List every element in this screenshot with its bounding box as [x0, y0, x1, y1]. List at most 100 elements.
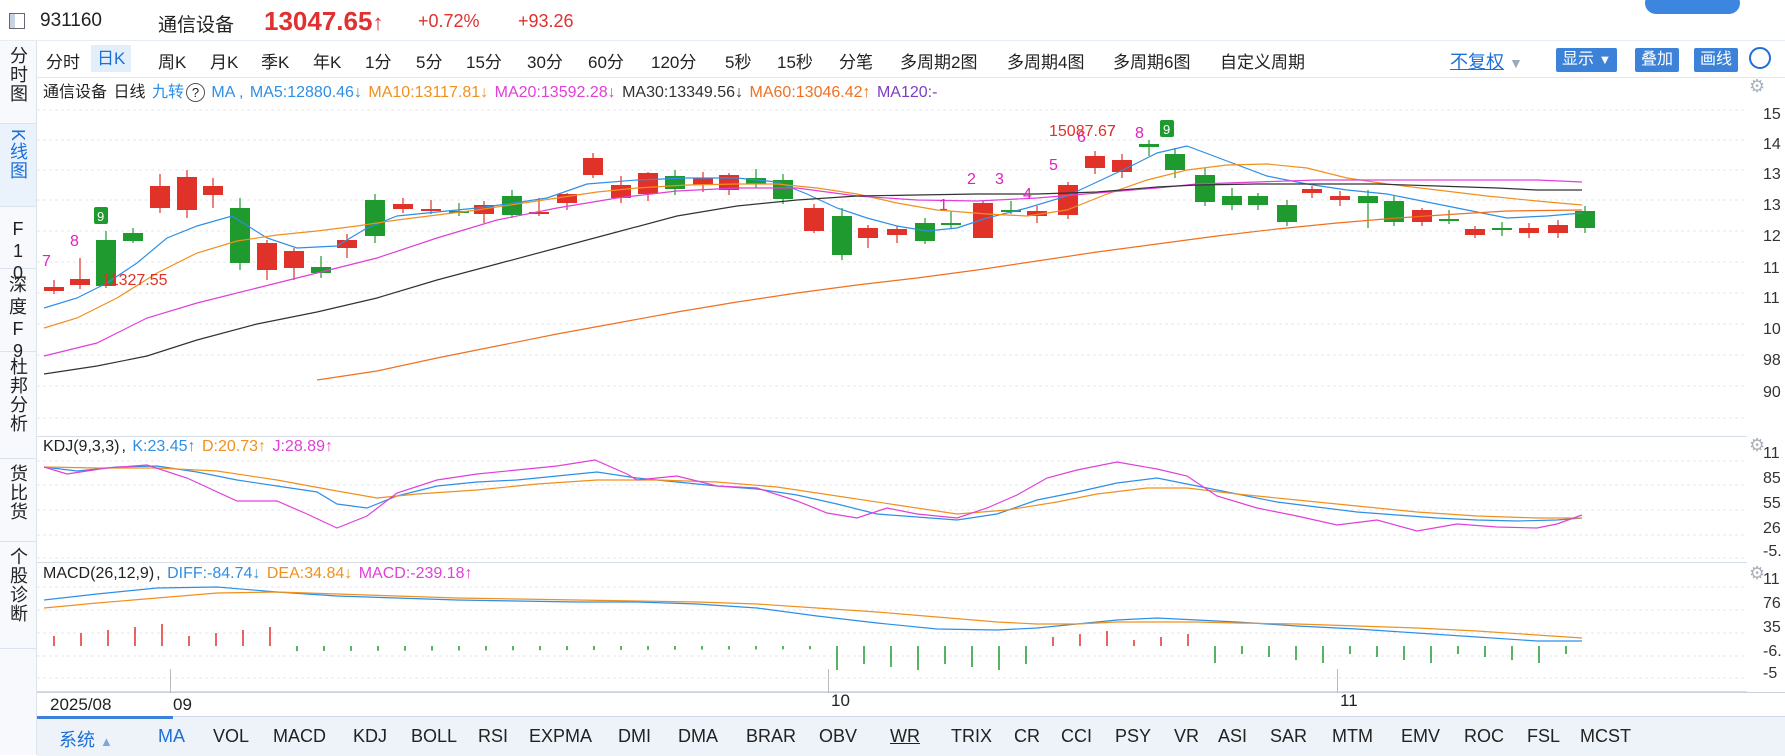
indicator-dmi[interactable]: DMI: [618, 726, 651, 746]
indicator-dma[interactable]: DMA: [678, 726, 718, 746]
period-quarter[interactable]: 季K: [261, 53, 290, 72]
system-menu[interactable]: 系统 ▲: [59, 726, 113, 752]
indicator-sar[interactable]: SAR: [1270, 726, 1308, 746]
ma30-line: [43, 183, 1582, 375]
indicator-vol[interactable]: VOL: [213, 726, 250, 746]
date-tick: [828, 669, 829, 693]
indicator-obv[interactable]: OBV: [819, 726, 858, 746]
macd-chart[interactable]: [37, 584, 1747, 690]
period-day[interactable]: 日K: [91, 45, 132, 72]
period-30min[interactable]: 30分: [527, 53, 563, 72]
candle-body: [1302, 189, 1322, 193]
change-percent: +0.72%: [418, 11, 480, 31]
td-count-label: 5: [1049, 157, 1058, 174]
indicator-psy[interactable]: PSY: [1115, 726, 1152, 746]
indicator-fsl[interactable]: FSL: [1527, 726, 1561, 746]
period-week[interactable]: 周K: [158, 53, 187, 72]
top-right-pill-button[interactable]: [1645, 0, 1740, 14]
indicator-wr[interactable]: WR: [890, 726, 920, 746]
indicator-roc[interactable]: ROC: [1464, 726, 1504, 746]
axis-label: 55: [1763, 495, 1781, 512]
candle-body: [44, 287, 64, 291]
period-year[interactable]: 年K: [313, 53, 342, 72]
period-custom[interactable]: 自定义周期: [1220, 53, 1305, 72]
axis-label: 76: [1763, 595, 1781, 612]
axis-label: -5.: [1763, 543, 1782, 560]
kline-chart[interactable]: 7 8 9 1 2 3 45 6 7 8 9 15087.67 11327.55: [37, 98, 1747, 434]
period-fenshi[interactable]: 分时: [46, 53, 80, 72]
help-icon[interactable]: ?: [185, 83, 205, 102]
tab-depth-f9[interactable]: 深度F9: [0, 269, 36, 361]
td-count-label: 9: [1163, 122, 1170, 137]
indicator-expma[interactable]: EXPMA: [529, 726, 593, 746]
axis-label: 14: [1763, 136, 1781, 153]
gear-icon[interactable]: ⚙: [1749, 76, 1766, 96]
legend-jiuzhuan[interactable]: 九转: [151, 84, 184, 101]
indicator-emv[interactable]: EMV: [1401, 726, 1441, 746]
indicator-asi[interactable]: ASI: [1218, 726, 1248, 746]
fuquan-label: 不复权: [1450, 52, 1504, 72]
indicator-rsi[interactable]: RSI: [478, 726, 509, 746]
tab-dupont[interactable]: 杜邦分析: [0, 352, 36, 459]
period-1min[interactable]: 1分: [365, 53, 392, 72]
gear-icon[interactable]: ⚙: [1749, 435, 1766, 455]
indicator-cr[interactable]: CR: [1014, 726, 1040, 746]
legend-ma: MA ,: [211, 84, 244, 101]
window-icon[interactable]: [9, 13, 25, 29]
refresh-circle-icon[interactable]: [1749, 47, 1771, 69]
period-toolbar: 分时 日K 周K 月K 季K 年K 1分 5分 15分 30分 60分 120分…: [37, 41, 1785, 78]
dea-line: [43, 591, 1583, 639]
gear-icon[interactable]: ⚙: [1749, 563, 1766, 583]
axis-label: 98: [1763, 352, 1781, 369]
indicator-vr[interactable]: VR: [1174, 726, 1200, 746]
indicator-mtm[interactable]: MTM: [1332, 726, 1373, 746]
draw-line-button[interactable]: 画线: [1694, 48, 1739, 72]
tab-compare[interactable]: 货比货: [0, 459, 36, 542]
legend-title: 通信设备: [43, 84, 108, 101]
period-5min[interactable]: 5分: [416, 53, 443, 72]
tab-timeshare[interactable]: 分时图: [0, 41, 36, 124]
indicator-cci[interactable]: CCI: [1061, 726, 1092, 746]
candle-body: [337, 240, 357, 248]
candle-body: [1277, 205, 1297, 222]
td-count-label: 8: [70, 233, 79, 250]
candle-body: [393, 204, 413, 209]
period-multi-6[interactable]: 多周期6图: [1113, 53, 1191, 72]
display-button[interactable]: 显示 ▼: [1556, 48, 1618, 72]
indicator-boll[interactable]: BOLL: [411, 726, 458, 746]
candle-body: [96, 240, 116, 286]
axis-label: -5: [1763, 665, 1778, 682]
period-ticks[interactable]: 分笔: [839, 53, 873, 72]
indicator-mcst[interactable]: MCST: [1580, 726, 1631, 746]
indicator-macd[interactable]: MACD: [273, 726, 326, 746]
tab-f10[interactable]: F10: [0, 207, 36, 283]
axis-label: 15: [1763, 106, 1781, 123]
candle-body: [70, 279, 90, 285]
period-15min[interactable]: 15分: [466, 53, 502, 72]
indicator-brar[interactable]: BRAR: [746, 726, 797, 746]
period-15sec[interactable]: 15秒: [777, 53, 813, 72]
triangle-up-icon: ▲: [100, 734, 113, 749]
tab-diagnosis[interactable]: 个股诊断: [0, 542, 36, 649]
period-multi-4[interactable]: 多周期4图: [1007, 53, 1085, 72]
period-60min[interactable]: 60分: [588, 53, 624, 72]
indicator-ma[interactable]: MA: [158, 726, 185, 746]
candle-body: [1195, 175, 1215, 202]
kdj-axis: 11 85 55 26 -5.: [1748, 436, 1785, 562]
candle-body: [611, 185, 631, 198]
tab-label: 货比货: [8, 464, 28, 521]
overlay-button[interactable]: 叠加: [1635, 48, 1680, 72]
candle-body: [1465, 229, 1485, 235]
indicator-trix[interactable]: TRIX: [951, 726, 993, 746]
kdj-chart[interactable]: [37, 458, 1747, 560]
candle-body: [1384, 201, 1404, 222]
date-axis: 2025/08 09 10 11: [37, 669, 1785, 717]
period-month[interactable]: 月K: [210, 53, 239, 72]
tab-kline[interactable]: K线图: [0, 124, 36, 207]
period-5sec[interactable]: 5秒: [725, 53, 752, 72]
fuquan-dropdown[interactable]: 不复权 ▼: [1450, 48, 1523, 74]
tab-label: K线图: [8, 129, 28, 181]
period-120min[interactable]: 120分: [651, 53, 697, 72]
period-multi-2[interactable]: 多周期2图: [900, 53, 978, 72]
indicator-kdj[interactable]: KDJ: [353, 726, 388, 746]
